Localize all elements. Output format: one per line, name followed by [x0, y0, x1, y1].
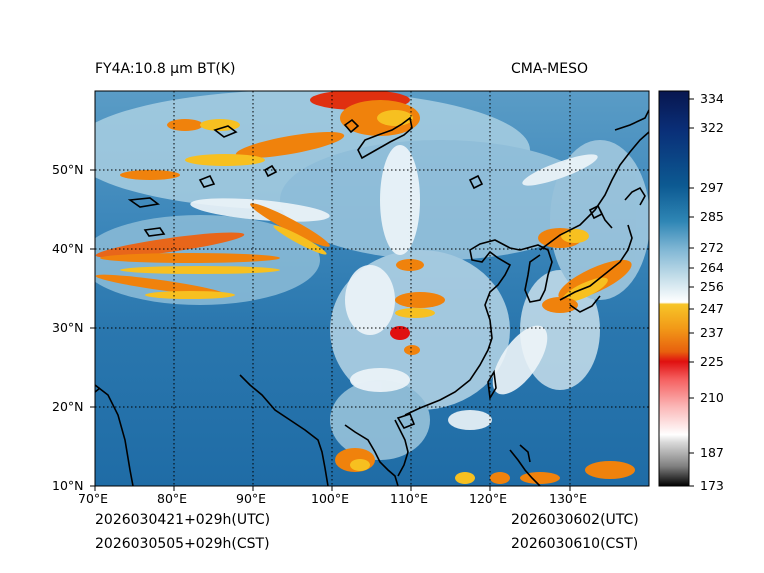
colorbar-label-225: 225: [700, 354, 724, 369]
init-time-utc: 2026030421+029h(UTC): [95, 512, 271, 528]
colorbar-label-173: 173: [700, 478, 724, 493]
map-frame: [94, 90, 650, 487]
colorbar-label-264: 264: [700, 260, 724, 275]
map-title-left: FY4A:10.8 μm BT(K): [95, 61, 236, 77]
lon-label-130: 130°E: [549, 491, 588, 506]
lat-label-20: 20°N: [52, 399, 84, 414]
colorbar-label-272: 272: [700, 240, 724, 255]
colorbar-label-285: 285: [700, 209, 724, 224]
lat-label-10: 10°N: [52, 478, 84, 493]
lon-label-110: 110°E: [390, 491, 429, 506]
colorbar-label-256: 256: [700, 279, 724, 294]
lon-label-120: 120°E: [469, 491, 508, 506]
cold-cloud-tops: [95, 91, 635, 484]
lon-label-90: 90°E: [236, 491, 267, 506]
lon-label-70: 70°E: [78, 491, 109, 506]
colorbar-label-210: 210: [700, 390, 724, 405]
high-cloud-layer: [190, 145, 598, 430]
lat-label-40: 40°N: [52, 241, 84, 256]
map-content: [95, 91, 649, 486]
colorbar-label-297: 297: [700, 180, 724, 195]
valid-time-cst: 2026030610(CST): [511, 536, 639, 552]
map-title-right: CMA-MESO: [511, 61, 589, 77]
colorbar-ticks: [689, 98, 694, 487]
init-time-cst: 2026030505+029h(CST): [95, 536, 270, 552]
colorbar-scale: [658, 90, 690, 487]
lon-label-100: 100°E: [311, 491, 350, 506]
colorbar-label-237: 237: [700, 325, 724, 340]
colorbar-label-334: 334: [700, 91, 724, 106]
valid-time-utc: 2026030602(UTC): [511, 512, 639, 528]
axis-ticks: [90, 169, 571, 491]
colorbar-label-187: 187: [700, 445, 724, 460]
lon-label-80: 80°E: [157, 491, 188, 506]
lat-label-50: 50°N: [52, 162, 84, 177]
colorbar-label-322: 322: [700, 120, 724, 135]
coastlines: [95, 109, 649, 486]
colorbar-label-247: 247: [700, 301, 724, 316]
graticule: [95, 91, 649, 486]
lat-label-30: 30°N: [52, 320, 84, 335]
